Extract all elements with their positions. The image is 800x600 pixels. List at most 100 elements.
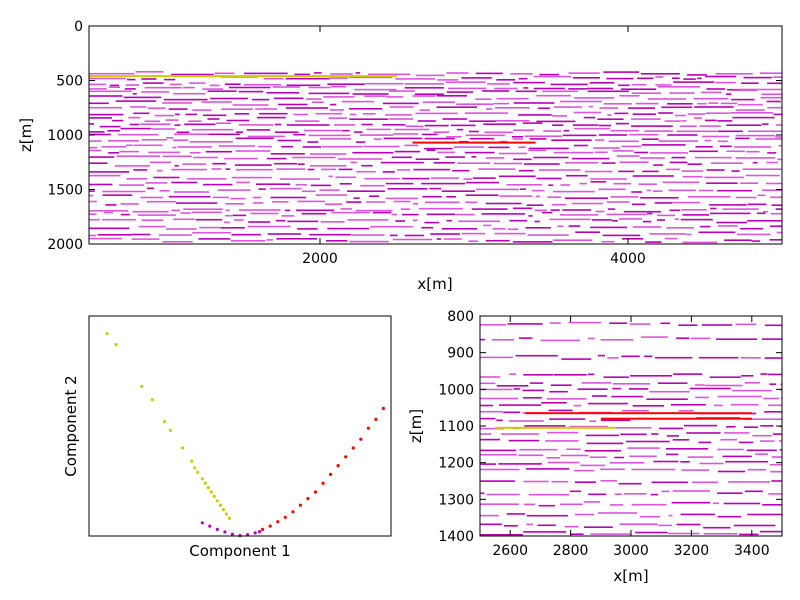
reflector-segment [612,150,634,152]
x-tick-label: 2800 [553,543,589,559]
reflector-segment [764,324,782,327]
reflector-segment [769,239,782,241]
reflector-segment [173,139,188,141]
scatter-point [215,499,219,503]
reflector-segment [762,504,782,506]
reflector-segment [719,145,732,148]
reflector-segment [263,77,284,80]
reflector-segment [759,72,782,74]
reflector-segment [445,156,465,158]
reflector-segment [151,128,176,130]
reflector-segment [590,533,632,535]
reflector-segment [496,97,529,100]
reflector-segment [659,427,683,430]
reflector-segment [766,100,781,103]
y-tick-label: 800 [447,309,474,325]
reflector-segment [483,123,516,125]
reflector-segment [507,228,519,231]
reflector-segment [735,137,750,140]
reflector-segment [339,183,352,185]
reflector-segment [182,163,206,165]
reflector-segment [191,211,222,214]
reflector-segment [733,524,776,527]
reflector-segment [541,402,567,404]
reflector-segment [405,125,420,127]
reflector-segment [89,146,98,149]
seismic-section-ylabel: z[m] [17,118,35,152]
reflector-segment [230,240,266,242]
reflector-segment [361,123,373,126]
reflector-segment [668,514,673,517]
reflector-segment [172,146,177,149]
x-tick-label: 4000 [610,251,646,267]
reflector-segment [372,211,392,214]
reflector-segment [609,504,624,506]
reflector-segment [385,197,418,200]
reflector-segment [709,376,741,378]
reflector-segment [654,202,673,204]
reflector-segment [603,71,640,73]
reflector-segment [137,214,176,216]
reflector-segment [278,103,308,106]
reflector-segment [671,156,686,159]
reflector-segment [705,384,743,387]
reflector-segment [650,152,688,154]
reflector-segment [681,209,707,211]
reflector-segment [573,404,582,407]
reflector-segment [168,195,211,198]
reflector-segment [501,433,540,435]
reflector-segment [436,238,441,240]
scatter-point [114,343,118,347]
reflector-segment [699,462,724,465]
reflector-segment [560,184,570,186]
scatter-point [374,417,378,421]
reflector-segment [480,410,503,413]
reflector-segment [551,203,567,206]
reflector-segment [421,182,466,185]
reflector-segment [775,136,782,138]
reflector-segment [777,158,782,161]
scatter-point [212,494,216,498]
reflector-segment [580,464,606,467]
scatter-point [150,398,154,402]
reflector-segment [513,102,555,104]
seismic-section-xlabel: x[m] [417,275,452,293]
reflector-segment [644,355,653,358]
reflector-segment [672,201,701,204]
reflector-segment [347,190,385,192]
reflector-segment [767,373,782,376]
scatter-point [203,481,207,485]
reflector-segment [575,513,595,516]
reflector-segment [296,209,335,212]
reflector-segment [669,92,695,94]
reflector-segment [493,102,510,105]
reflector-segment [89,106,122,109]
reflector-segment [297,200,325,203]
reflector-segment [627,107,655,109]
reflector-segment [480,503,519,505]
reflector-segment [349,240,389,243]
reflector-segment [761,93,782,95]
reflector-segment [723,502,761,505]
reflector-segment [487,83,510,85]
reflector-segment [480,468,520,471]
y-tick-label: 2000 [47,237,83,253]
y-tick-label: 1500 [47,183,83,199]
reflector-segment [356,170,376,173]
reflector-segment [526,514,568,517]
reflector-segment [89,194,94,197]
reflector-segment [732,116,775,119]
reflector-segment [599,107,619,109]
reflector-segment [767,82,782,85]
reflector-segment [496,79,516,81]
reflector-segment [192,128,234,131]
reflector-segment [422,101,455,103]
reflector-segment [221,108,253,110]
reflector-segment [258,145,272,148]
reflector-segment [140,196,164,199]
reflector-segment [687,113,706,115]
reflector-segment [310,184,331,187]
reflector-segment [737,103,763,106]
reflector-segment [527,234,569,236]
